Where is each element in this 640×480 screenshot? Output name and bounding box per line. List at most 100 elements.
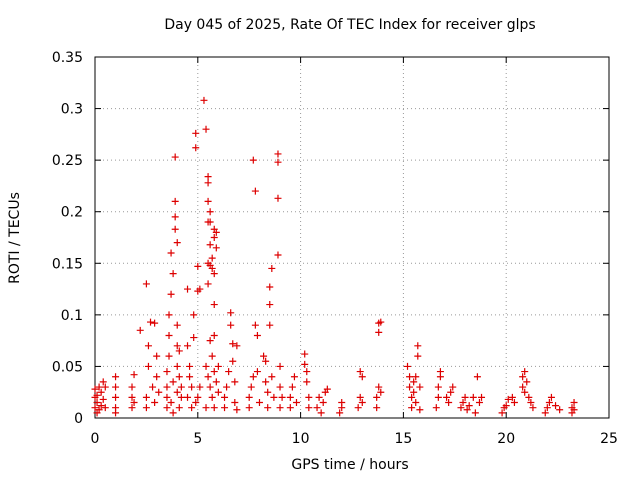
data-point	[463, 406, 471, 414]
data-point	[204, 373, 212, 381]
data-point	[547, 393, 555, 401]
y-tick-label: 0.1	[61, 308, 83, 324]
data-point	[142, 393, 150, 401]
data-point	[196, 383, 204, 391]
data-point	[206, 337, 214, 345]
chart-title: Day 045 of 2025, Rate Of TEC Index for r…	[164, 17, 536, 33]
data-point	[459, 399, 467, 407]
data-point	[461, 393, 469, 401]
data-point	[436, 373, 444, 381]
data-point	[541, 409, 549, 417]
data-point	[184, 285, 192, 293]
data-point	[136, 326, 144, 334]
data-point	[408, 393, 416, 401]
data-point	[204, 179, 212, 187]
data-point	[184, 393, 192, 401]
data-point	[445, 399, 453, 407]
data-point	[286, 404, 294, 412]
data-point	[266, 301, 274, 309]
data-point	[169, 378, 177, 386]
data-point	[165, 331, 173, 339]
data-point	[101, 383, 109, 391]
data-point	[192, 144, 200, 152]
data-point	[93, 391, 101, 399]
data-point	[223, 383, 231, 391]
data-point	[214, 362, 222, 370]
data-point	[128, 393, 136, 401]
data-point	[167, 249, 175, 257]
data-point	[249, 373, 257, 381]
data-point	[286, 393, 294, 401]
data-point	[165, 352, 173, 360]
x-tick-label: 0	[91, 431, 100, 447]
data-point	[264, 404, 272, 412]
data-point	[194, 393, 202, 401]
data-point	[91, 404, 99, 412]
data-point	[233, 406, 241, 414]
data-point	[204, 173, 212, 181]
y-tick-label: 0.35	[52, 50, 83, 66]
data-point	[144, 342, 152, 350]
data-point	[245, 404, 253, 412]
data-point	[208, 254, 216, 262]
data-point	[112, 393, 120, 401]
y-tick-label: 0.05	[52, 359, 83, 375]
data-point	[247, 383, 255, 391]
data-point	[274, 251, 282, 259]
data-point	[521, 368, 529, 376]
data-point	[529, 404, 537, 412]
data-point	[373, 404, 381, 412]
data-point	[434, 383, 442, 391]
data-point	[504, 395, 512, 403]
data-point	[227, 309, 235, 317]
data-point	[151, 319, 159, 327]
data-point	[214, 388, 222, 396]
data-point	[274, 158, 282, 166]
data-point	[175, 373, 183, 381]
data-point	[432, 404, 440, 412]
x-tick-label: 25	[600, 431, 618, 447]
data-point	[212, 228, 220, 236]
data-point	[406, 383, 414, 391]
data-point	[519, 383, 527, 391]
data-point	[510, 399, 518, 407]
data-point	[173, 362, 181, 370]
data-point	[416, 383, 424, 391]
data-point	[469, 393, 477, 401]
data-point	[130, 371, 138, 379]
data-point	[301, 350, 309, 358]
data-point	[99, 378, 107, 386]
data-point	[260, 352, 268, 360]
data-point	[171, 197, 179, 205]
data-point	[375, 383, 383, 391]
data-point	[101, 404, 109, 412]
data-point	[508, 393, 516, 401]
data-point	[210, 404, 218, 412]
data-point	[190, 334, 198, 342]
data-point	[268, 264, 276, 272]
data-point	[274, 194, 282, 202]
data-point	[552, 402, 560, 410]
data-point	[188, 383, 196, 391]
data-point	[151, 399, 159, 407]
data-point	[210, 368, 218, 376]
data-point	[173, 342, 181, 350]
data-point	[457, 404, 465, 412]
data-point	[323, 385, 331, 393]
data-point	[167, 399, 175, 407]
data-point	[543, 404, 551, 412]
data-point	[206, 208, 214, 216]
data-point	[144, 362, 152, 370]
data-point	[208, 352, 216, 360]
x-tick-label: 10	[292, 431, 310, 447]
data-point	[268, 373, 276, 381]
data-point	[210, 270, 218, 278]
data-point	[274, 150, 282, 158]
data-point	[266, 321, 274, 329]
data-point	[171, 213, 179, 221]
y-axis-label: ROTI / TECUs	[7, 192, 23, 284]
data-point	[188, 404, 196, 412]
data-point	[545, 399, 553, 407]
data-point	[255, 399, 263, 407]
data-point	[153, 373, 161, 381]
